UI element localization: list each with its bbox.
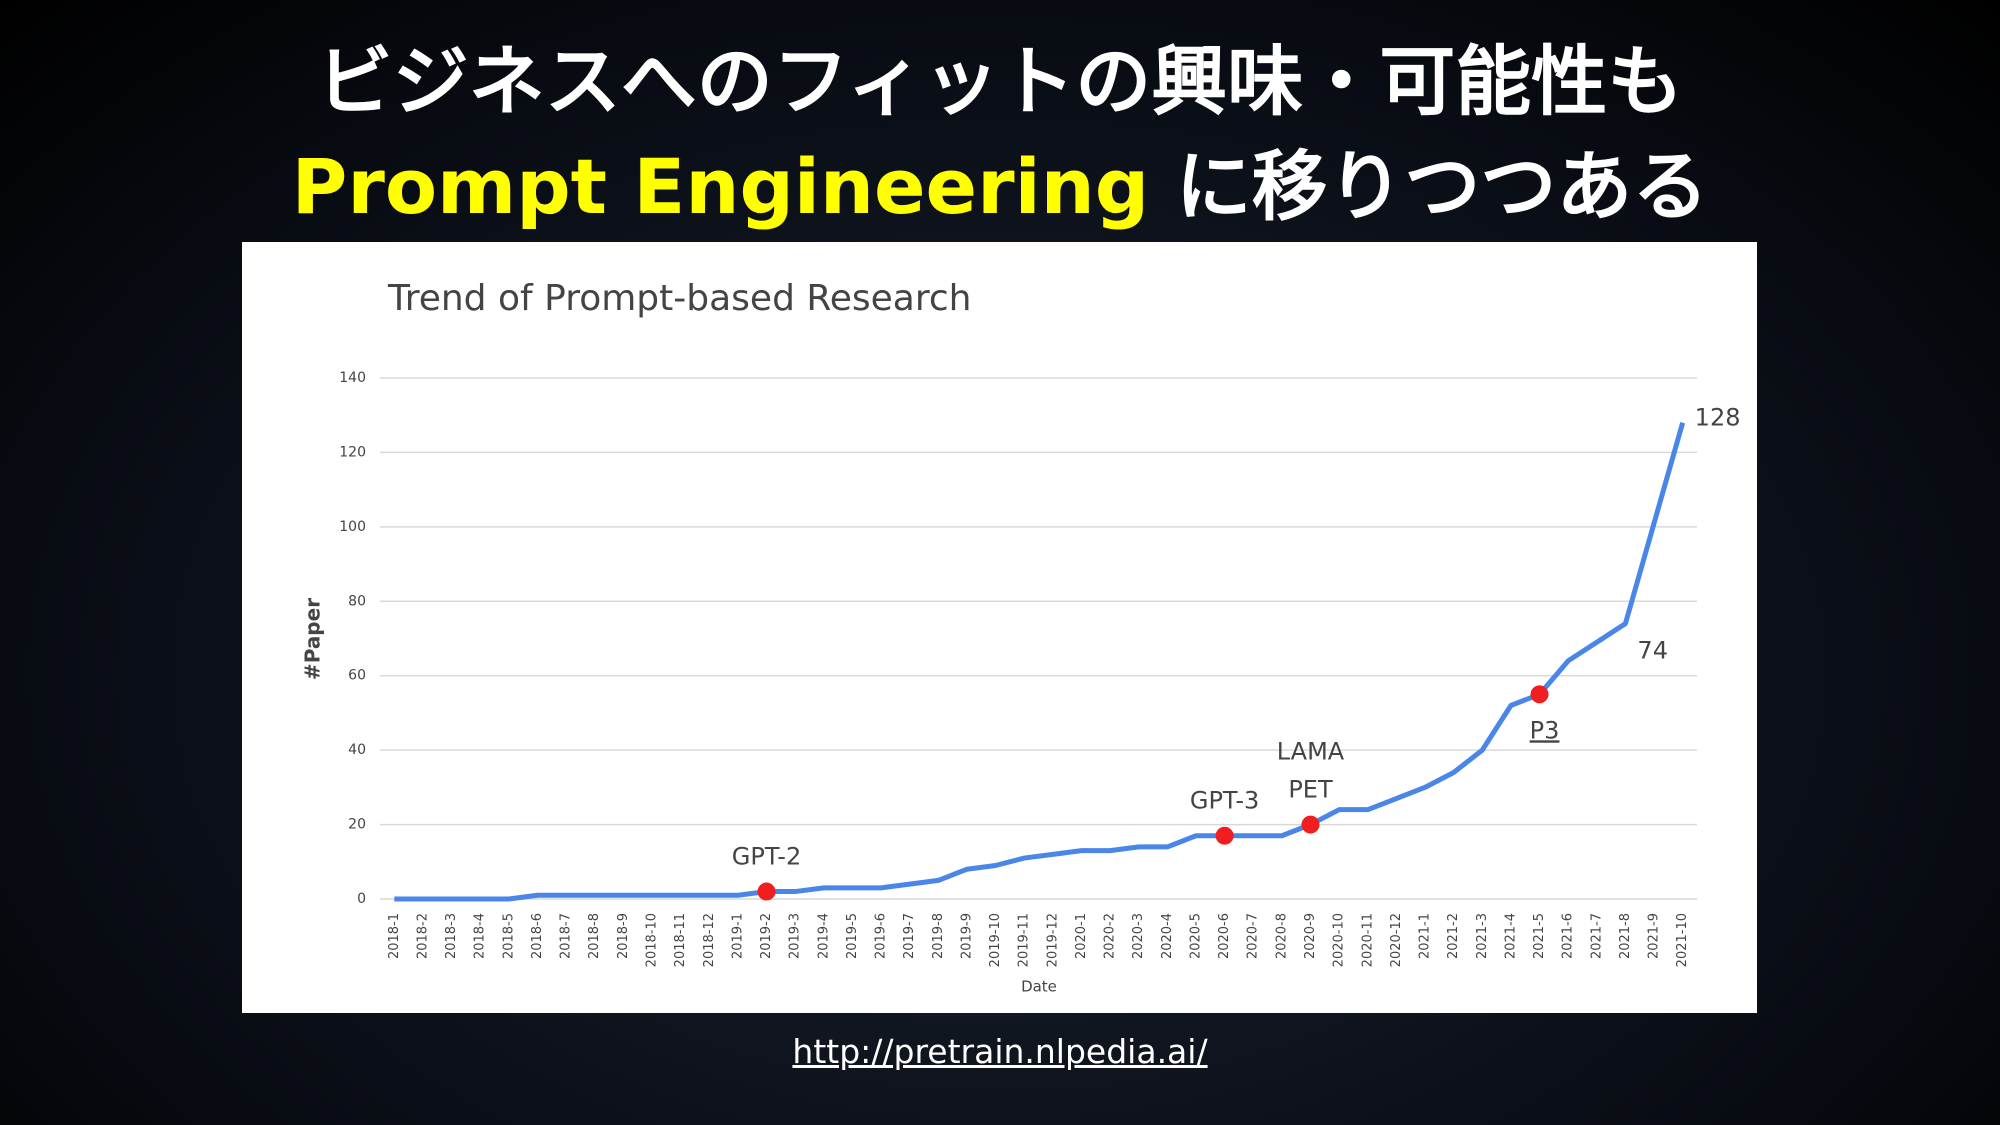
x-tick-label: 2020-11 [1360, 913, 1375, 967]
x-tick-label: 2020-9 [1303, 913, 1318, 959]
x-tick-label: 2019-5 [845, 913, 860, 959]
x-tick-label: 2018-2 [415, 913, 430, 959]
x-tick-label: 2019-11 [1017, 913, 1032, 967]
annotation: GPT-2 [732, 843, 801, 871]
x-tick-label: 2021-8 [1618, 913, 1633, 959]
event-marker [1530, 685, 1549, 704]
slide-subtitle: Prompt Engineering に移りつつある [0, 125, 2000, 235]
x-tick-label: 2020-1 [1074, 913, 1089, 959]
x-axis-label: Date [1021, 978, 1057, 996]
y-tick-label: 0 [357, 891, 366, 907]
y-tick-label: 20 [348, 817, 366, 833]
x-tick-label: 2019-9 [959, 913, 974, 959]
x-tick-label: 2019-2 [759, 913, 774, 959]
x-tick-label: 2018-4 [473, 913, 488, 959]
title-rest: に移りつつある [1149, 142, 1709, 231]
x-tick-label: 2020-12 [1389, 913, 1404, 967]
value-label: 74 [1637, 637, 1668, 665]
chart-title: Trend of Prompt-based Research [387, 278, 972, 319]
x-tick-label: 2021-10 [1675, 913, 1690, 967]
y-tick-label: 40 [348, 742, 366, 758]
x-tick-label: 2018-12 [702, 913, 717, 967]
annotation: GPT-3 [1190, 787, 1259, 815]
x-tick-label: 2019-12 [1045, 913, 1060, 967]
x-tick-label: 2020-4 [1160, 913, 1175, 959]
x-tick-label: 2018-11 [673, 913, 688, 967]
data-line [394, 421, 1686, 902]
x-tick-label: 2020-8 [1274, 913, 1289, 959]
chart: Trend of Prompt-based Research #Paper Da… [242, 242, 1757, 1013]
x-tick-label: 2018-6 [530, 913, 545, 959]
x-tick-label: 2018-3 [444, 913, 459, 959]
y-axis-label: #Paper [301, 598, 325, 680]
x-tick-label: 2020-2 [1103, 913, 1118, 959]
y-tick-label: 140 [339, 370, 366, 386]
x-tick-label: 2018-8 [587, 913, 602, 959]
x-tick-label: 2020-7 [1246, 913, 1261, 959]
x-tick-label: 2020-6 [1217, 913, 1232, 959]
x-tick-label: 2019-10 [988, 913, 1003, 967]
x-tick-label: 2018-7 [559, 913, 574, 959]
x-tick-label: 2018-5 [501, 913, 516, 959]
x-tick-label: 2018-9 [616, 913, 631, 959]
x-tick-label: 2019-6 [874, 913, 889, 959]
event-marker [1215, 826, 1234, 845]
x-tick-label: 2020-5 [1188, 913, 1203, 959]
annotation: LAMA [1277, 738, 1345, 766]
annotation: P3 [1530, 716, 1560, 744]
x-tick-label: 2018-10 [644, 913, 659, 967]
x-tick-label: 2019-4 [816, 913, 831, 959]
x-tick-label: 2021-6 [1561, 913, 1576, 959]
y-tick-label: 60 [348, 668, 366, 684]
highlight: Prompt Engineering [291, 142, 1150, 231]
y-tick-label: 120 [339, 444, 366, 460]
value-label: 128 [1695, 404, 1741, 432]
x-tick-label: 2021-5 [1532, 913, 1547, 959]
source-link[interactable]: http://pretrain.nlpedia.ai/ [792, 1032, 1208, 1071]
annotation: PET [1288, 776, 1333, 804]
x-tick-label: 2019-8 [931, 913, 946, 959]
x-tick-label: 2020-10 [1332, 913, 1347, 967]
x-tick-label: 2020-3 [1131, 913, 1146, 959]
slide-title: ビジネスへのフィットの興味・可能性も [316, 37, 1684, 126]
event-marker [1301, 815, 1320, 834]
chart-background [242, 242, 1757, 1013]
x-tick-label: 2019-7 [902, 913, 917, 959]
y-tick-label: 80 [348, 593, 366, 609]
x-tick-label: 2021-1 [1418, 913, 1433, 959]
y-tick-label: 100 [339, 519, 366, 535]
x-tick-label: 2021-7 [1589, 913, 1604, 959]
x-tick-label: 2021-4 [1503, 913, 1518, 959]
x-tick-label: 2019-3 [788, 913, 803, 959]
x-tick-label: 2021-2 [1446, 913, 1461, 959]
x-tick-label: 2018-1 [387, 913, 402, 959]
event-marker [757, 882, 776, 901]
x-tick-label: 2021-3 [1475, 913, 1490, 959]
x-tick-label: 2019-1 [730, 913, 745, 959]
x-tick-label: 2021-9 [1647, 913, 1662, 959]
